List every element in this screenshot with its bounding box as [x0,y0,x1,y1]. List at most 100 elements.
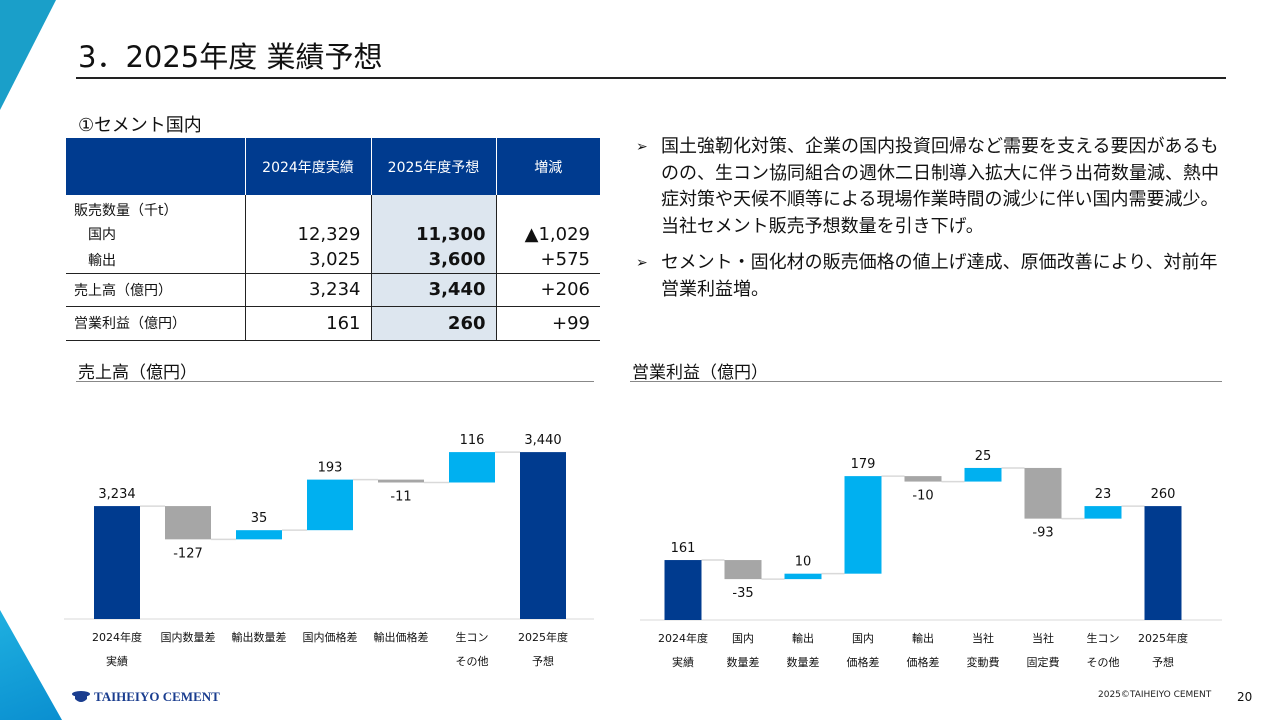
x-tick-label: 実績 [672,655,694,669]
waterfall-bar [664,560,702,620]
results-table: 2024年度実績 2025年度予想 増減 販売数量（千t） 国内 12,329 … [66,138,600,341]
x-tick-label: 生コン [456,630,489,644]
title-divider [76,77,1226,79]
x-tick-label: 輸出価格差 [374,630,429,644]
table-header-row: 2024年度実績 2025年度予想 増減 [66,138,600,195]
data-label: 3,234 [98,487,135,502]
data-label: 10 [795,555,812,570]
row-label: 国内 [88,227,116,243]
data-label: 3,440 [524,433,561,448]
x-tick-label: 国内数量差 [161,630,216,644]
data-label: -10 [912,489,933,504]
cell-forecast: 260 [370,306,496,341]
waterfall-bar [449,452,495,483]
x-tick-label: 国内 [732,631,754,645]
x-tick-label: 輸出 [792,631,814,645]
decorative-triangle-top [0,0,56,110]
arrow-bullet-icon: ➢ [636,139,648,155]
waterfall-bar [236,530,282,540]
data-label: -93 [1032,526,1053,541]
bullet-item: ➢ セメント・固化材の販売価格の値上げ達成、原価改善により、対前年営業利益増。 [636,250,1226,303]
waterfall-bar [844,476,882,574]
x-tick-label: 当社 [1032,631,1054,645]
page-number: 20 [1237,690,1253,704]
x-tick-label: 固定費 [1027,655,1060,669]
data-label: -35 [732,586,753,601]
x-tick-label: 2024年度 [92,630,142,644]
data-label: 193 [318,461,343,476]
x-tick-label: その他 [1087,656,1120,669]
cell-actual: 3,234 [244,273,371,307]
row-label: 輸出 [66,247,245,274]
row-label: 売上高（億円） [66,273,245,307]
table-header: 増減 [495,138,600,195]
cell-forecast: 3,440 [370,273,496,307]
chart-divider [630,381,1222,382]
company-logo: TAIHEIYO CEMENT [72,689,220,705]
data-label: 116 [460,433,485,448]
x-tick-label: 価格差 [847,655,880,669]
table-header: 2025年度予想 [370,138,496,195]
bullet-text: セメント・固化材の販売価格の値上げ達成、原価改善により、対前年営業利益増。 [661,252,1218,300]
x-tick-label: 輸出 [912,631,934,645]
x-tick-label: 国内価格差 [303,630,358,644]
x-tick-label: 2025年度 [518,630,568,644]
waterfall-bar [94,506,140,619]
x-tick-label: 数量差 [727,655,760,669]
waterfall-bar [1084,506,1122,519]
waterfall-bar [307,479,353,531]
cell-actual: 12,329 [244,221,371,247]
x-tick-label: 変動費 [967,655,1000,669]
data-label: 23 [1095,487,1112,502]
table-header: 2024年度実績 [244,138,371,195]
x-tick-label: 数量差 [787,655,820,669]
table-header [66,138,245,195]
chart-title-sales: 売上高（億円） [78,363,197,383]
table-row: 営業利益（億円） 161 260 +99 [66,306,600,341]
chart-title-profit: 営業利益（億円） [632,363,768,383]
table-row: 輸出 3,025 3,600 +575 [66,247,600,274]
cell-change: +206 [495,273,600,307]
section-subtitle: ①セメント国内 [78,115,202,136]
cell-actual: 161 [244,306,371,341]
x-tick-label: 輸出数量差 [232,630,287,644]
table-row: 販売数量（千t） [66,195,600,221]
bullet-text: 国土強靭化対策、企業の国内投資回帰など需要を支える要因があるものの、生コン協同組… [661,136,1219,237]
waterfall-bar [165,506,211,540]
cell-change: ▲1,029 [495,221,600,247]
x-tick-label: 当社 [972,631,994,645]
waterfall-bar [904,476,942,482]
x-tick-label: 生コン [1087,631,1120,645]
x-tick-label: 価格差 [907,655,940,669]
x-tick-label: 予想 [1152,655,1174,669]
data-label: 161 [671,541,696,556]
x-tick-label: 2025年度 [1138,631,1188,645]
waterfall-bar [378,479,424,483]
waterfall-bar [1024,467,1062,519]
cell-change: +575 [495,247,600,274]
waterfall-bar [964,467,1002,482]
table-row: 国内 12,329 11,300 ▲1,029 [66,221,600,247]
data-label: 25 [975,449,992,464]
x-tick-label: 実績 [106,654,128,668]
logo-mark-icon [72,691,90,702]
logo-text: TAIHEIYO CEMENT [94,689,220,704]
data-label: 35 [251,511,268,526]
waterfall-bar [520,452,566,619]
waterfall-bar [724,560,762,580]
row-label: 販売数量（千t） [74,203,178,219]
cell-forecast: 11,300 [370,221,496,247]
x-tick-label: 国内 [852,631,874,645]
waterfall-bar [1144,506,1182,620]
x-tick-label: その他 [456,655,489,668]
chart-divider [76,381,594,382]
table-row: 売上高（億円） 3,234 3,440 +206 [66,273,600,307]
cell-forecast: 3,600 [370,247,496,274]
bullet-list: ➢ 国土強靭化対策、企業の国内投資回帰など需要を支える要因があるものの、生コン協同… [636,134,1226,313]
waterfall-bar [784,573,822,580]
copyright: 2025©TAIHEIYO CEMENT [1098,690,1212,700]
x-tick-label: 2024年度 [658,631,708,645]
data-label: -11 [390,489,411,504]
bullet-item: ➢ 国土強靭化対策、企業の国内投資回帰など需要を支える要因があるものの、生コン協同… [636,134,1226,240]
